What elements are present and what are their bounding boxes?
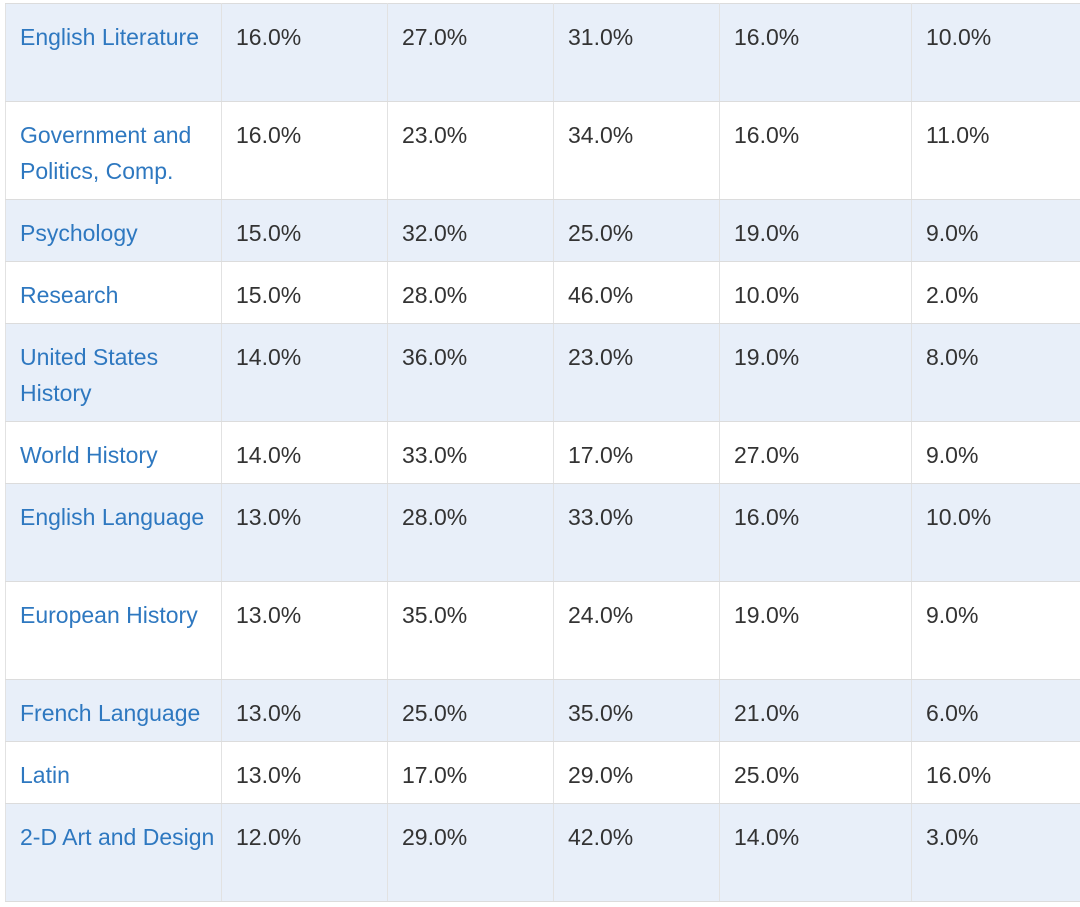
value-cell: 12.0% [221, 803, 388, 902]
value-cell: 29.0% [387, 803, 554, 902]
value-cell: 27.0% [719, 421, 912, 484]
value-cell: 31.0% [553, 3, 720, 102]
score-distribution-table: English Literature 16.0% 27.0% 31.0% 16.… [5, 3, 1080, 902]
table-row: United States History 14.0% 36.0% 23.0% … [5, 323, 1080, 422]
subject-cell: United States History [5, 323, 222, 422]
table-row: World History 14.0% 33.0% 17.0% 27.0% 9.… [5, 421, 1080, 484]
value-cell: 13.0% [221, 679, 388, 742]
value-cell: 10.0% [911, 3, 1080, 102]
subject-cell: European History [5, 581, 222, 680]
table-row: Government and Politics, Comp. 16.0% 23.… [5, 101, 1080, 200]
value-cell: 16.0% [719, 3, 912, 102]
subject-link-english-literature[interactable]: English Literature [20, 24, 199, 50]
value-cell: 9.0% [911, 581, 1080, 680]
subject-cell: English Literature [5, 3, 222, 102]
value-cell: 19.0% [719, 199, 912, 262]
value-cell: 8.0% [911, 323, 1080, 422]
value-cell: 16.0% [221, 3, 388, 102]
value-cell: 42.0% [553, 803, 720, 902]
value-cell: 13.0% [221, 581, 388, 680]
table-row: French Language 13.0% 25.0% 35.0% 21.0% … [5, 679, 1080, 742]
value-cell: 16.0% [719, 483, 912, 582]
value-cell: 23.0% [387, 101, 554, 200]
value-cell: 32.0% [387, 199, 554, 262]
value-cell: 9.0% [911, 421, 1080, 484]
table-row: English Literature 16.0% 27.0% 31.0% 16.… [5, 3, 1080, 102]
value-cell: 14.0% [221, 323, 388, 422]
value-cell: 35.0% [553, 679, 720, 742]
subject-link-research[interactable]: Research [20, 282, 119, 308]
subject-link-latin[interactable]: Latin [20, 762, 70, 788]
subject-link-english-language[interactable]: English Language [20, 504, 205, 530]
value-cell: 6.0% [911, 679, 1080, 742]
subject-link-french-language[interactable]: French Language [20, 700, 201, 726]
value-cell: 15.0% [221, 261, 388, 324]
value-cell: 14.0% [221, 421, 388, 484]
subject-link-united-states-history[interactable]: United States History [20, 344, 159, 406]
value-cell: 19.0% [719, 581, 912, 680]
table-row: European History 13.0% 35.0% 24.0% 19.0%… [5, 581, 1080, 680]
value-cell: 15.0% [221, 199, 388, 262]
subject-cell: Psychology [5, 199, 222, 262]
value-cell: 46.0% [553, 261, 720, 324]
value-cell: 33.0% [553, 483, 720, 582]
value-cell: 10.0% [911, 483, 1080, 582]
value-cell: 14.0% [719, 803, 912, 902]
value-cell: 13.0% [221, 483, 388, 582]
value-cell: 25.0% [387, 679, 554, 742]
subject-cell: Latin [5, 741, 222, 804]
value-cell: 16.0% [221, 101, 388, 200]
value-cell: 28.0% [387, 261, 554, 324]
table-row: Research 15.0% 28.0% 46.0% 10.0% 2.0% [5, 261, 1080, 324]
value-cell: 10.0% [719, 261, 912, 324]
value-cell: 28.0% [387, 483, 554, 582]
value-cell: 35.0% [387, 581, 554, 680]
value-cell: 11.0% [911, 101, 1080, 200]
value-cell: 16.0% [719, 101, 912, 200]
value-cell: 2.0% [911, 261, 1080, 324]
value-cell: 19.0% [719, 323, 912, 422]
subject-link-european-history[interactable]: European History [20, 602, 198, 628]
value-cell: 17.0% [553, 421, 720, 484]
subject-link-world-history[interactable]: World History [20, 442, 158, 468]
value-cell: 34.0% [553, 101, 720, 200]
value-cell: 17.0% [387, 741, 554, 804]
subject-link-2d-art-and-design[interactable]: 2-D Art and Design [20, 824, 215, 850]
subject-cell: 2-D Art and Design [5, 803, 222, 902]
subject-cell: World History [5, 421, 222, 484]
table-row: Latin 13.0% 17.0% 29.0% 25.0% 16.0% [5, 741, 1080, 804]
value-cell: 16.0% [911, 741, 1080, 804]
subject-link-psychology[interactable]: Psychology [20, 220, 138, 246]
value-cell: 25.0% [553, 199, 720, 262]
table-row: English Language 13.0% 28.0% 33.0% 16.0%… [5, 483, 1080, 582]
value-cell: 24.0% [553, 581, 720, 680]
table-row: Psychology 15.0% 32.0% 25.0% 19.0% 9.0% [5, 199, 1080, 262]
value-cell: 9.0% [911, 199, 1080, 262]
value-cell: 13.0% [221, 741, 388, 804]
value-cell: 29.0% [553, 741, 720, 804]
value-cell: 33.0% [387, 421, 554, 484]
value-cell: 25.0% [719, 741, 912, 804]
subject-cell: Government and Politics, Comp. [5, 101, 222, 200]
subject-cell: French Language [5, 679, 222, 742]
subject-cell: English Language [5, 483, 222, 582]
subject-cell: Research [5, 261, 222, 324]
subject-link-government-politics-comp[interactable]: Government and Politics, Comp. [20, 122, 192, 184]
table-row: 2-D Art and Design 12.0% 29.0% 42.0% 14.… [5, 803, 1080, 902]
value-cell: 27.0% [387, 3, 554, 102]
value-cell: 36.0% [387, 323, 554, 422]
value-cell: 21.0% [719, 679, 912, 742]
value-cell: 3.0% [911, 803, 1080, 902]
value-cell: 23.0% [553, 323, 720, 422]
